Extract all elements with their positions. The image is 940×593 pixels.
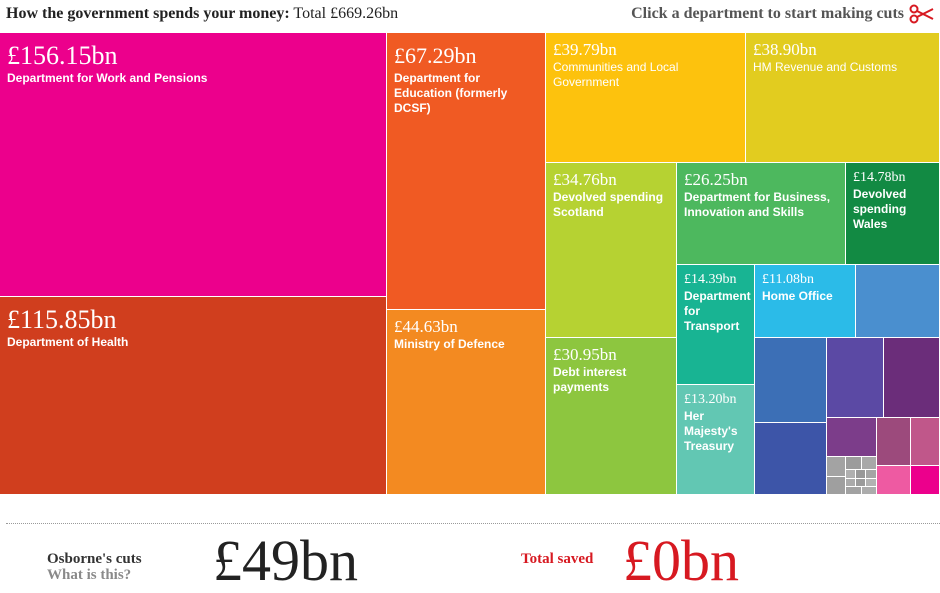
cell-amount: £156.15bn <box>7 41 118 70</box>
treemap-cell-debt-interest[interactable]: £30.95bn Debt interest payments <box>546 338 677 495</box>
cell-amount: £44.63bn <box>394 317 458 336</box>
page-title-label: How the government spends your money: <box>6 5 290 22</box>
treemap-cell-unlabeled[interactable] <box>862 457 877 470</box>
total-saved-value: £0bn <box>623 528 739 593</box>
page-title: How the government spends your money: To… <box>6 5 398 23</box>
cell-label: Department for Education (formerly DCSF) <box>394 71 508 115</box>
treemap-cell-work-and-pensions[interactable]: £156.15bn Department for Work and Pensio… <box>0 33 387 297</box>
treemap-cell-unlabeled[interactable] <box>911 466 940 495</box>
cell-label: Department for Business, Innovation and … <box>684 190 831 219</box>
treemap-cell-unlabeled[interactable] <box>846 487 862 495</box>
cell-label: Department of Health <box>7 335 129 349</box>
scissors-icon[interactable] <box>908 4 934 24</box>
header: How the government spends your money: To… <box>0 0 940 32</box>
treemap-cell-unlabeled[interactable] <box>827 457 846 477</box>
cell-amount: £13.20bn <box>684 392 737 407</box>
cell-label: Communities and Local Government <box>553 60 679 89</box>
treemap-cell-unlabeled[interactable] <box>846 479 856 487</box>
treemap-cell-unlabeled[interactable] <box>877 418 911 466</box>
cell-label: Debt interest payments <box>553 365 627 394</box>
treemap-cell-unlabeled[interactable] <box>862 487 877 495</box>
cell-amount: £34.76bn <box>553 170 617 189</box>
cell-label: Department for Transport <box>684 289 751 333</box>
treemap-cell-defence[interactable]: £44.63bn Ministry of Defence <box>387 310 546 495</box>
treemap-cell-unlabeled[interactable] <box>846 470 856 479</box>
treemap-cell-transport[interactable]: £14.39bn Department for Transport <box>677 265 755 385</box>
cell-amount: £26.25bn <box>684 170 748 189</box>
cell-amount: £38.90bn <box>753 40 817 59</box>
cell-amount: £30.95bn <box>553 345 617 364</box>
treemap-cell-treasury[interactable]: £13.20bn Her Majesty's Treasury <box>677 385 755 495</box>
cell-label: Devolved spending Scotland <box>553 190 664 219</box>
cell-label: Department for Work and Pensions <box>7 71 208 85</box>
cell-label: Devolved spending Wales <box>853 187 907 231</box>
treemap-cell-business[interactable]: £26.25bn Department for Business, Innova… <box>677 163 846 265</box>
spending-treemap: £156.15bn Department for Work and Pensio… <box>0 33 940 495</box>
cell-label: Her Majesty's Treasury <box>684 409 738 453</box>
treemap-cell-unlabeled[interactable] <box>846 457 862 470</box>
treemap-cell-health[interactable]: £115.85bn Department of Health <box>0 297 387 495</box>
osborne-cuts-value: £49bn <box>213 528 358 593</box>
treemap-cell-scotland[interactable]: £34.76bn Devolved spending Scotland <box>546 163 677 338</box>
treemap-cell-home-office[interactable]: £11.08bn Home Office <box>755 265 856 338</box>
treemap-cell-unlabeled[interactable] <box>827 338 884 418</box>
cell-amount: £14.39bn <box>684 272 737 287</box>
treemap-cell-unlabeled[interactable] <box>755 338 827 423</box>
treemap-cell-unlabeled[interactable] <box>755 423 827 495</box>
treemap-cell-unlabeled[interactable] <box>884 338 940 418</box>
osborne-cuts-label: Osborne's cuts <box>47 551 142 567</box>
treemap-cell-communities[interactable]: £39.79bn Communities and Local Governmen… <box>546 33 746 163</box>
treemap-cell-unlabeled[interactable] <box>827 477 846 495</box>
cell-amount: £11.08bn <box>762 272 814 287</box>
treemap-cell-hmrc[interactable]: £38.90bn HM Revenue and Customs <box>746 33 940 163</box>
treemap-cell-unlabeled[interactable] <box>856 479 866 487</box>
treemap-cell-education[interactable]: £67.29bn Department for Education (forme… <box>387 33 546 310</box>
treemap-cell-wales[interactable]: £14.78bn Devolved spending Wales <box>846 163 940 265</box>
treemap-cell-unlabeled[interactable] <box>877 466 911 495</box>
cell-amount: £14.78bn <box>853 170 906 185</box>
treemap-cell-unlabeled[interactable] <box>866 479 877 487</box>
treemap-cell-unlabeled[interactable] <box>827 418 877 457</box>
total-saved-label: Total saved <box>521 551 594 567</box>
cell-label: HM Revenue and Customs <box>753 60 898 74</box>
cuts-instruction: Click a department to start making cuts <box>631 5 904 22</box>
treemap-cell-unlabeled[interactable] <box>856 470 866 479</box>
cell-amount: £115.85bn <box>7 305 117 334</box>
treemap-cell-unlabeled[interactable] <box>866 470 877 479</box>
cell-amount: £39.79bn <box>553 40 617 59</box>
cell-amount: £67.29bn <box>394 43 477 68</box>
cell-label: Ministry of Defence <box>394 337 505 351</box>
treemap-cell-unlabeled[interactable] <box>911 418 940 466</box>
footer-divider <box>6 523 940 524</box>
cell-label: Home Office <box>762 289 833 303</box>
total-spend: Total £669.26bn <box>293 5 399 22</box>
what-is-this-link[interactable]: What is this? <box>47 567 132 583</box>
treemap-cell-unlabeled[interactable] <box>856 265 940 338</box>
